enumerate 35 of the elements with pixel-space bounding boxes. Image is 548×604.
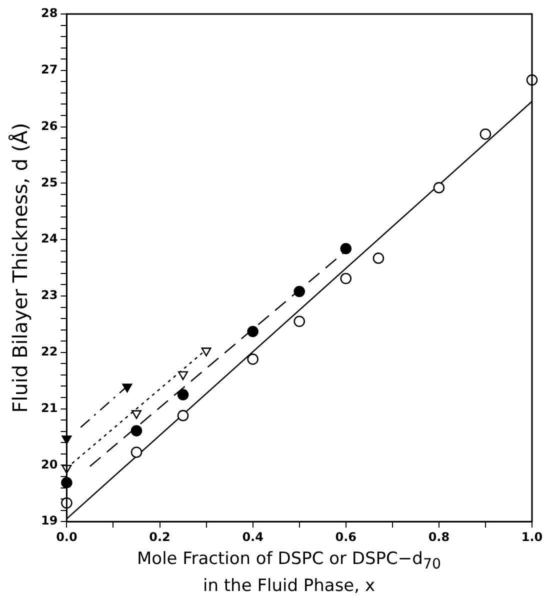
point [130,446,142,458]
point [201,348,212,356]
point [178,371,188,380]
x-tick-label: 1.0 [521,530,543,544]
x-tick-label: 0.8 [428,530,450,544]
y-tick-label: 21 [40,400,58,415]
point [177,410,189,422]
y-tick-label: 27 [40,62,58,77]
point [294,286,305,298]
x-tick-label: 0.2 [149,530,170,544]
point [122,384,132,392]
x-tick-label: 0.4 [242,530,264,544]
y-tick-label: 24 [40,232,58,246]
y-tick-label: 25 [40,175,58,190]
y-tick-label: 20 [40,457,58,472]
point [480,128,492,140]
y-axis-title: Fluid Bilayer Thickness, d (Å) [8,122,32,413]
point [340,242,352,254]
y-tick-label: 19 [40,514,58,528]
point [372,252,384,264]
x-tick-label: 0.0 [56,530,78,544]
point [247,326,258,338]
text: Mole Fraction of DSPC or DSPC−d$_{70}$ in the Fluid Phase, x [137,549,441,596]
point [177,389,189,400]
y-tick-label: 23 [40,288,58,302]
point [247,354,258,365]
point [433,182,445,194]
y-tick-label: 26 [40,118,58,133]
y-tick-label: 22 [40,344,58,359]
x-tick-label: 0.6 [335,530,357,544]
point [294,316,305,328]
point [132,410,142,419]
point [130,425,142,436]
y-tick-label: 28 [40,6,58,20]
point [340,272,352,284]
